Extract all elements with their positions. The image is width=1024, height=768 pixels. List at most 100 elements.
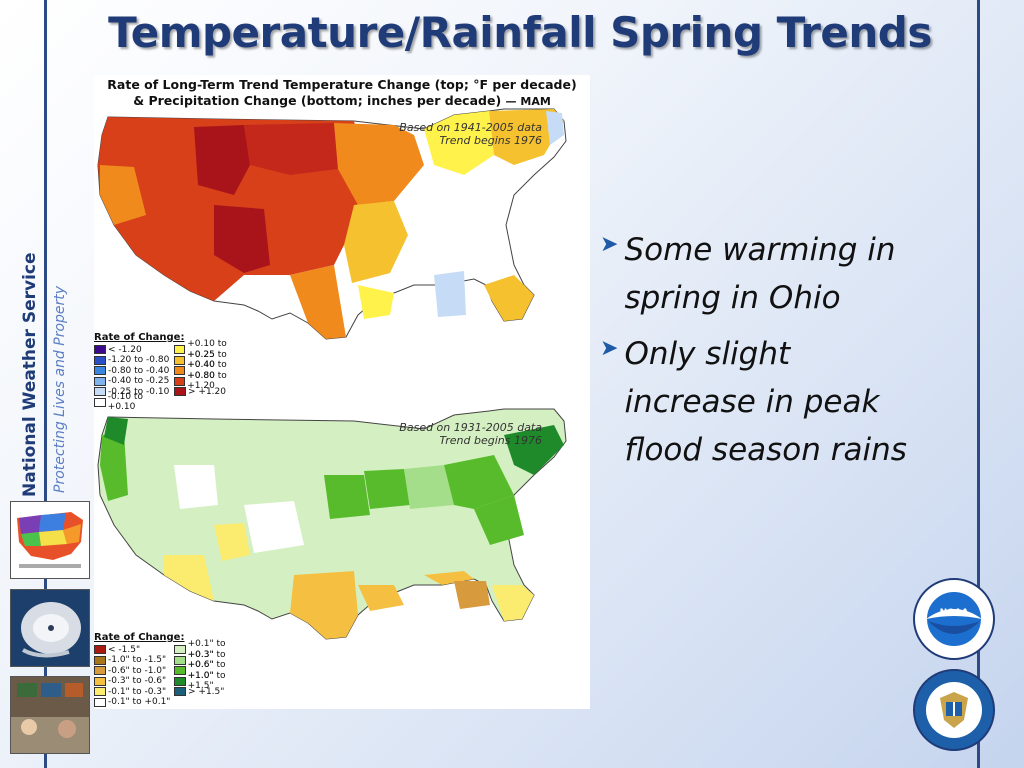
precipitation-legend-label: -1.0" to -1.5" <box>108 655 167 665</box>
hurricane-satellite-thumbnail <box>10 589 90 667</box>
precipitation-legend-swatch <box>94 645 106 655</box>
temperature-legend-swatch <box>94 355 106 365</box>
precipitation-legend-entry: +0.1" to +0.3" <box>174 639 252 660</box>
temperature-legend-entry: -0.10 to +0.10 <box>94 392 172 412</box>
temperature-legend-swatch <box>94 376 106 386</box>
top-map-note: Based on 1941-2005 data Trend begins 197… <box>394 121 542 147</box>
sidebar-tagline: Protecting Lives and Property <box>52 285 68 493</box>
precipitation-legend-entry: -0.1" to -0.3" <box>94 687 172 698</box>
arrow-bullet-icon: ➤ <box>600 232 619 257</box>
trend-maps-figure: Rate of Long-Term Trend Temperature Chan… <box>94 75 590 709</box>
forecast-map-thumbnail <box>10 501 90 579</box>
precipitation-legend-entry: +0.3" to +0.6" <box>174 650 252 670</box>
bullet-item: ➤ Only slight increase in peak flood sea… <box>600 330 930 474</box>
temperature-legend-swatch <box>174 345 186 355</box>
precipitation-legend: Rate of Change: < -1.5" -1.0" to -1.5" -0.… <box>94 632 252 708</box>
dept-of-commerce-seal-icon <box>913 669 995 751</box>
caption-line-2: & Precipitation Change (bottom; inches p… <box>133 93 502 108</box>
precipitation-legend-label: -0.1" to -0.3" <box>108 686 167 697</box>
caption-line-1: Rate of Long-Term Trend Temperature Chan… <box>107 77 577 92</box>
precipitation-legend-entry: < -1.5" <box>94 645 172 656</box>
temperature-legend-swatch <box>174 376 186 386</box>
bottom-note-line-1: Based on 1931-2005 data <box>399 421 542 434</box>
noaa-seal-text: NOAA <box>940 608 969 618</box>
temperature-legend-swatch <box>94 387 106 397</box>
precipitation-legend-title: Rate of Change: <box>94 632 185 643</box>
forecast-office-thumbnail <box>10 676 90 754</box>
bullet-item: ➤ Some warming in spring in Ohio <box>600 226 930 322</box>
season-label: MAM <box>520 95 551 108</box>
temperature-legend-label: -0.40 to -0.25 <box>108 376 170 386</box>
temperature-legend-label: < -1.20 <box>108 344 142 355</box>
bullet-text: Only slight increase in peak flood seaso… <box>624 336 907 468</box>
slide-title: Temperature/Rainfall Spring Trends <box>108 8 932 57</box>
precipitation-legend-swatch <box>174 645 186 655</box>
precipitation-legend-label: +0.6" to +1.0" <box>187 660 226 681</box>
precipitation-legend-entry: > +1.5" <box>174 687 252 698</box>
precipitation-legend-swatch <box>174 666 186 676</box>
temperature-legend-entry: -0.80 to -0.40 <box>94 366 172 377</box>
temperature-legend-label: -0.80 to -0.40 <box>108 365 170 376</box>
left-rail-line <box>44 0 47 768</box>
precipitation-legend-swatch <box>174 676 186 686</box>
temperature-legend-label: +0.10 to +0.25 <box>187 339 227 360</box>
temperature-legend-swatch <box>174 366 186 376</box>
temperature-legend-entry: > +1.20 <box>174 387 252 398</box>
arrow-bullet-icon: ➤ <box>600 336 619 361</box>
precipitation-legend-entry: -0.3" to -0.6" <box>94 676 172 687</box>
us-trend-maps <box>97 108 567 640</box>
temperature-legend-entry: -0.25 to -0.10 <box>94 387 172 398</box>
precipitation-legend-entry: -1.0" to -1.5" <box>94 655 172 666</box>
precipitation-legend-label: +1.0" to +1.5" <box>187 670 226 692</box>
temperature-legend-entry: < -1.20 <box>94 345 172 356</box>
precipitation-legend-swatch <box>174 687 186 697</box>
precipitation-legend-label: < -1.5" <box>108 644 141 655</box>
precipitation-legend-swatch <box>94 666 106 676</box>
bullet-text: Some warming in spring in Ohio <box>624 232 896 316</box>
precipitation-legend-swatch <box>94 676 106 686</box>
temperature-trend-map <box>97 108 567 340</box>
temperature-legend-swatch <box>94 397 106 407</box>
temperature-legend-entry: +0.80 to +1.20 <box>174 371 252 391</box>
bottom-note-line-2: Trend begins 1976 <box>439 434 542 447</box>
temperature-legend-entry: -0.40 to -0.25 <box>94 376 172 387</box>
precipitation-legend-label: -0.6" to -1.0" <box>108 665 167 676</box>
temperature-legend-label: > +1.20 <box>188 386 226 397</box>
temperature-legend: Rate of Change: < -1.20 -1.20 to -0.80 -0.… <box>94 332 252 412</box>
temperature-legend-label: -0.10 to +0.10 <box>107 391 143 413</box>
bottom-map-note: Based on 1931-2005 data Trend begins 197… <box>394 421 542 447</box>
precipitation-legend-label: > +1.5" <box>188 686 225 697</box>
temperature-legend-label: -0.25 to -0.10 <box>108 386 170 397</box>
temperature-legend-label: -1.20 to -0.80 <box>108 355 170 365</box>
precipitation-legend-entry: +0.6" to +1.0" <box>174 660 252 681</box>
precipitation-trend-map <box>97 408 567 640</box>
temperature-legend-label: +0.80 to +1.20 <box>187 370 227 392</box>
figure-caption: Rate of Long-Term Trend Temperature Chan… <box>94 77 590 110</box>
precipitation-legend-entry: +1.0" to +1.5" <box>174 671 252 691</box>
precipitation-legend-label: -0.3" to -0.6" <box>108 676 167 686</box>
precipitation-legend-swatch <box>94 655 106 665</box>
temperature-legend-entry: +0.10 to +0.25 <box>174 339 252 360</box>
noaa-seal-icon: NOAA <box>913 578 995 660</box>
temperature-legend-label: +0.40 to +0.80 <box>187 360 227 381</box>
top-note-line-2: Trend begins 1976 <box>439 134 542 147</box>
bullet-list: ➤ Some warming in spring in Ohio ➤ Only … <box>600 226 930 482</box>
temperature-legend-label: +0.25 to +0.40 <box>187 349 227 371</box>
precipitation-legend-swatch <box>94 687 106 697</box>
temperature-legend-entry: +0.40 to +0.80 <box>174 360 252 381</box>
top-note-line-1: Based on 1941-2005 data <box>399 121 542 134</box>
temperature-legend-swatch <box>174 355 186 365</box>
temperature-legend-entry: +0.25 to +0.40 <box>174 350 252 370</box>
precipitation-legend-swatch <box>174 655 186 665</box>
right-rail-line <box>977 0 980 768</box>
temperature-legend-title: Rate of Change: <box>94 332 185 343</box>
temperature-legend-swatch <box>174 387 186 397</box>
temperature-legend-swatch <box>94 345 106 355</box>
sidebar-org-name: National Weather Service <box>20 252 40 497</box>
precipitation-legend-entry: -0.1" to +0.1" <box>94 697 172 708</box>
precipitation-legend-swatch <box>94 697 106 707</box>
precipitation-legend-label: -0.1" to +0.1" <box>108 697 171 707</box>
precipitation-legend-entry: -0.6" to -1.0" <box>94 666 172 677</box>
precipitation-legend-label: +0.3" to +0.6" <box>187 649 226 671</box>
precipitation-legend-label: +0.1" to +0.3" <box>187 639 226 660</box>
